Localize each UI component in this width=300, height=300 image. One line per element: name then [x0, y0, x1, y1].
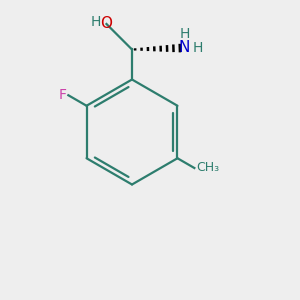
Text: H: H [179, 28, 190, 41]
Text: H: H [192, 41, 203, 55]
Text: H: H [91, 16, 101, 29]
Text: N: N [179, 40, 190, 56]
Text: CH₃: CH₃ [196, 161, 219, 175]
Text: F: F [59, 88, 67, 102]
Text: O: O [100, 16, 112, 32]
